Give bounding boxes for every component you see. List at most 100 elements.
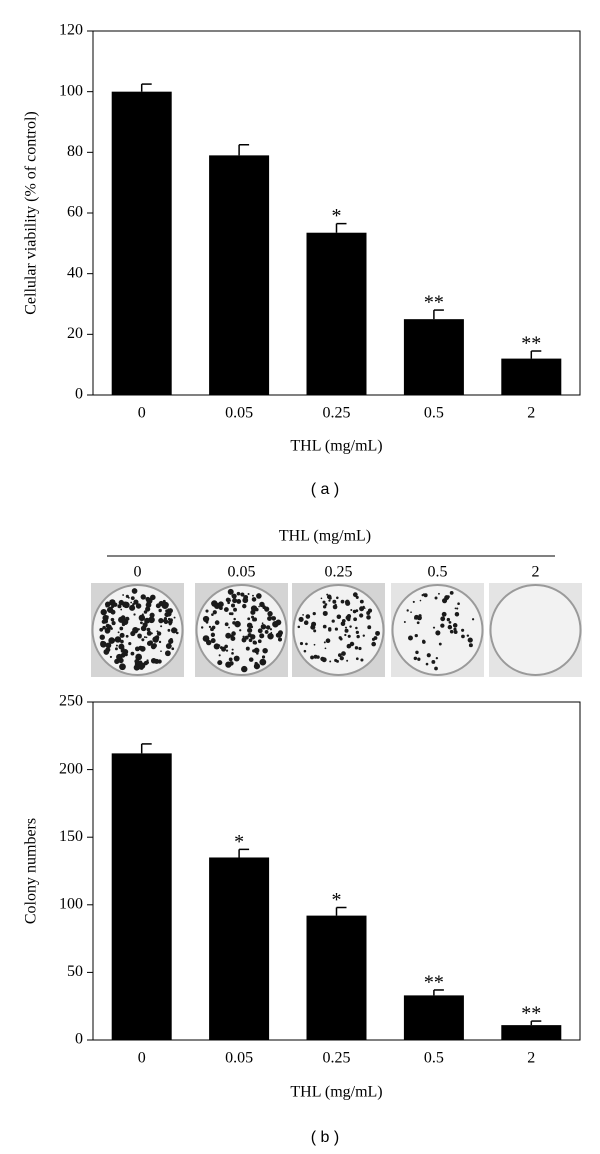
colony xyxy=(452,623,458,628)
colony xyxy=(322,610,328,616)
y-axis-label: Colony numbers xyxy=(23,818,40,924)
colony xyxy=(269,628,273,631)
colony xyxy=(99,627,104,632)
colony xyxy=(363,607,366,609)
colony xyxy=(212,610,217,615)
colony xyxy=(432,626,436,629)
x-tick-label: 0.5 xyxy=(424,1050,444,1067)
colony xyxy=(119,632,125,638)
colony xyxy=(297,625,301,629)
dish xyxy=(391,584,484,676)
colony xyxy=(359,599,364,604)
colony xyxy=(135,603,142,609)
colony xyxy=(435,630,441,636)
colony xyxy=(320,597,323,600)
bar xyxy=(111,753,172,1040)
dish xyxy=(489,584,582,676)
colony xyxy=(113,638,116,642)
x-axis-label: THL (mg/mL) xyxy=(290,1084,382,1101)
significance-mark: * xyxy=(332,205,342,227)
colony xyxy=(277,630,283,636)
colony xyxy=(228,657,233,662)
colony xyxy=(275,619,282,626)
colony xyxy=(99,634,105,640)
colony xyxy=(440,616,446,622)
colony xyxy=(355,595,359,599)
colony xyxy=(321,657,327,663)
y-tick-label: 120 xyxy=(59,22,83,39)
colony xyxy=(247,592,250,596)
colony xyxy=(124,653,128,657)
colony xyxy=(224,644,228,649)
colony xyxy=(413,656,418,661)
colony xyxy=(114,658,120,665)
colony xyxy=(434,666,438,671)
colony xyxy=(146,630,152,636)
colony xyxy=(223,607,229,612)
y-tick-label: 50 xyxy=(67,963,83,980)
colony xyxy=(332,599,337,604)
colony xyxy=(352,609,357,614)
colony xyxy=(162,599,166,603)
colony xyxy=(134,659,139,664)
colony xyxy=(125,634,129,638)
colony xyxy=(303,649,307,653)
colony xyxy=(248,638,253,643)
y-tick-label: 60 xyxy=(67,204,83,221)
colony xyxy=(232,621,236,625)
colony xyxy=(109,655,113,659)
colony xyxy=(456,607,459,610)
colony xyxy=(264,606,270,612)
colony xyxy=(233,607,237,612)
colony xyxy=(253,663,261,670)
colony xyxy=(152,643,157,649)
colony xyxy=(230,634,234,638)
colony xyxy=(251,597,257,602)
colony xyxy=(457,602,460,605)
colony xyxy=(227,588,234,595)
colony xyxy=(231,652,234,655)
colony xyxy=(160,625,163,628)
significance-mark: * xyxy=(234,831,244,853)
colony xyxy=(414,617,417,620)
colony xyxy=(139,645,146,652)
colony xyxy=(438,592,440,595)
colony xyxy=(251,615,255,619)
colony xyxy=(239,629,242,632)
colony xyxy=(234,620,241,628)
colony xyxy=(131,588,138,594)
colony xyxy=(233,655,240,662)
colony xyxy=(119,663,126,671)
colony xyxy=(229,661,234,666)
colony xyxy=(422,639,426,643)
colony xyxy=(160,601,163,605)
colony xyxy=(259,633,265,639)
y-tick-label: 100 xyxy=(59,82,83,99)
colony xyxy=(241,637,247,643)
colony xyxy=(166,611,172,617)
colony xyxy=(247,627,253,633)
y-tick-label: 80 xyxy=(67,143,83,160)
colony xyxy=(233,617,236,621)
colony xyxy=(334,627,338,631)
colony xyxy=(119,626,124,631)
colony xyxy=(359,613,364,618)
colony xyxy=(347,634,351,638)
colony xyxy=(100,608,107,616)
colony xyxy=(446,595,450,599)
colony xyxy=(298,616,304,622)
colony xyxy=(446,617,451,622)
bar xyxy=(209,857,270,1040)
colony xyxy=(316,655,320,659)
colony xyxy=(249,625,252,628)
colony xyxy=(302,614,304,616)
colony xyxy=(267,633,274,640)
panel-label: ( b ) xyxy=(311,1129,339,1146)
colony xyxy=(341,619,346,623)
colony xyxy=(223,646,226,649)
colony xyxy=(349,625,352,628)
colony xyxy=(453,630,458,634)
colony xyxy=(146,627,151,632)
colony xyxy=(145,660,150,665)
colony xyxy=(242,603,247,609)
